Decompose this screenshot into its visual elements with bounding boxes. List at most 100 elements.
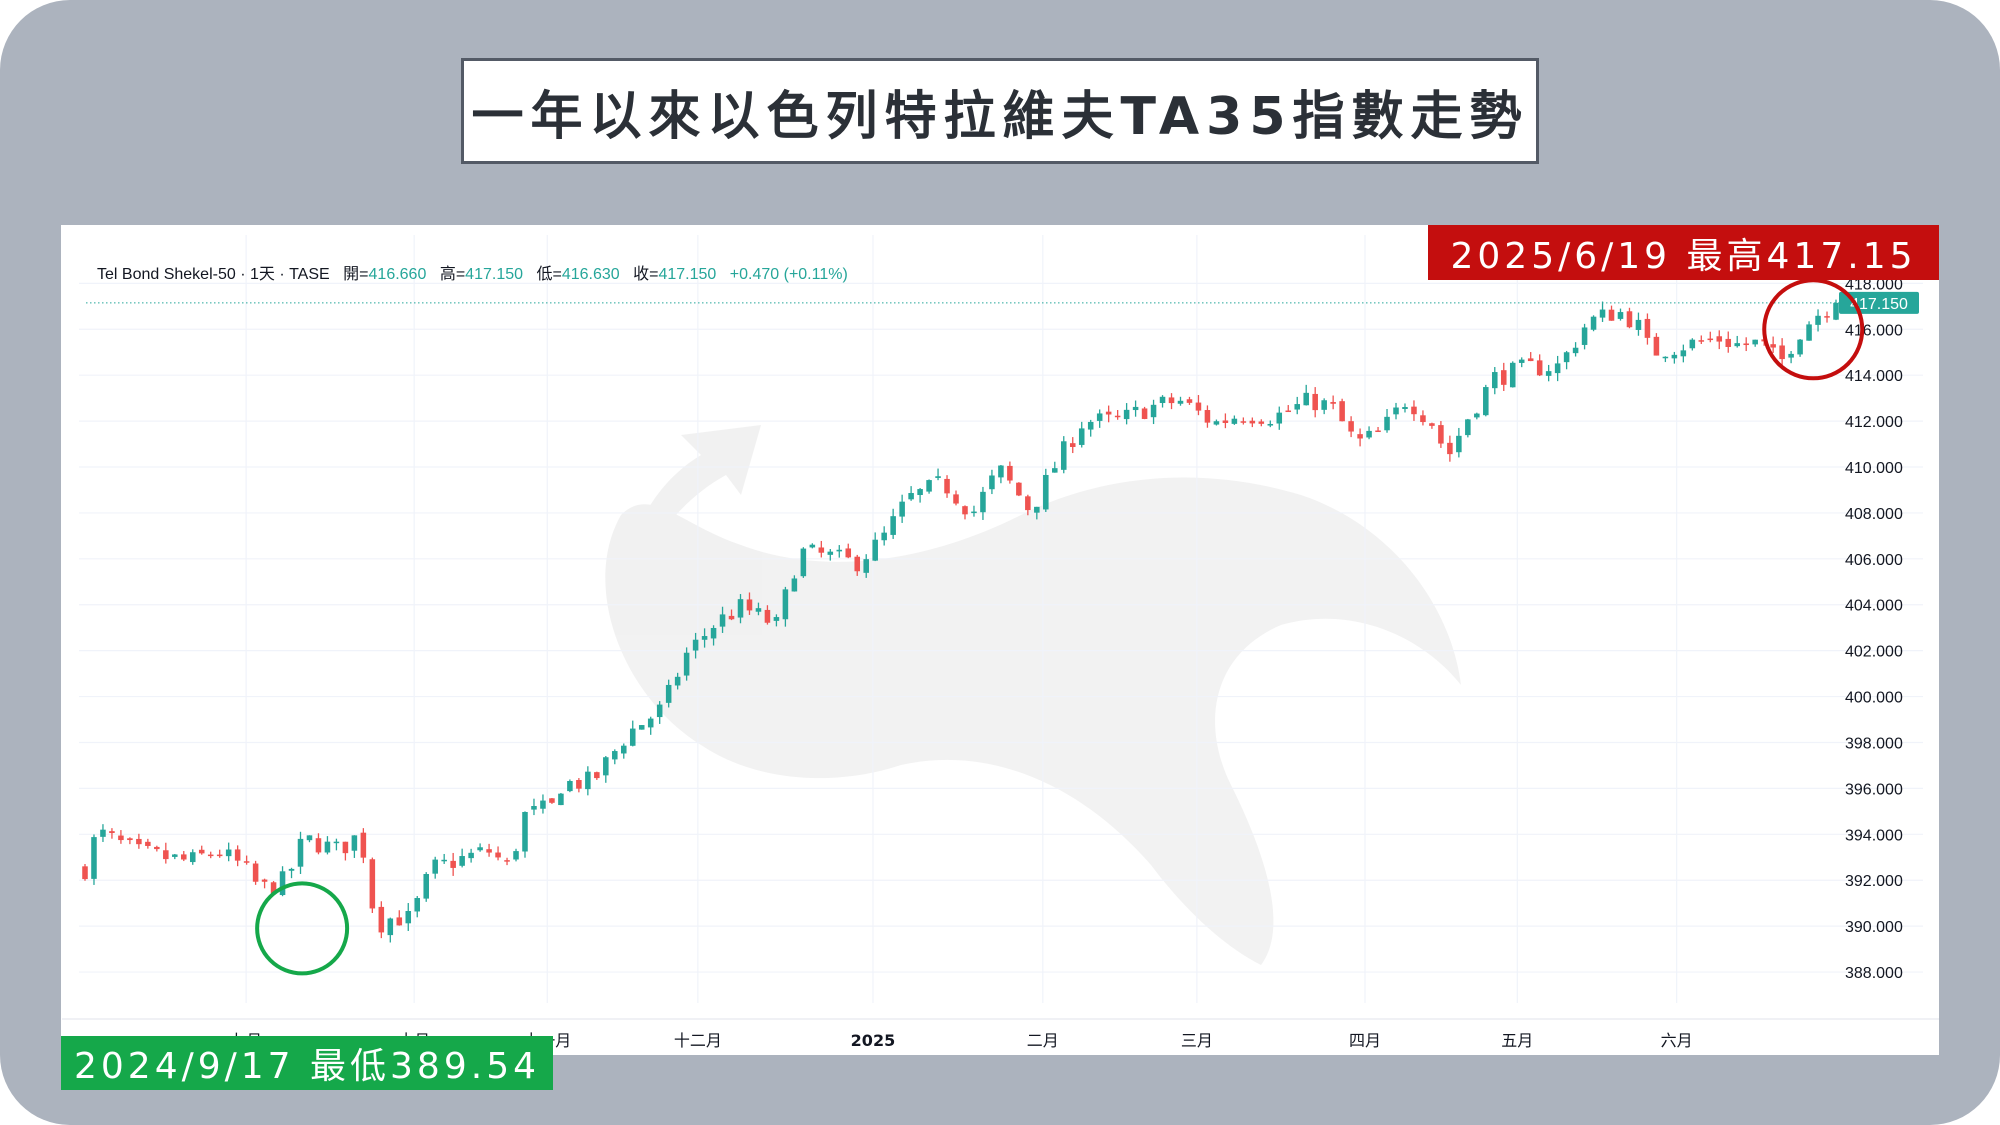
candle-body	[926, 480, 932, 492]
high-label: 高=	[439, 266, 466, 283]
y-tick-label: 410.000	[1845, 460, 1903, 477]
candle-body	[719, 614, 726, 627]
candle-body	[1375, 430, 1381, 433]
candlestick-chart[interactable]: 388.000 390.000 392.000 394.000 396.000 398.0…	[61, 225, 1939, 1055]
candle-body	[1590, 316, 1597, 330]
candle-body	[252, 863, 259, 882]
candle-body	[1321, 400, 1327, 410]
y-tick-label: 406.000	[1845, 552, 1903, 569]
candle-body	[531, 806, 537, 810]
candle-body	[450, 860, 456, 868]
title-box: 一年以來以色列特拉維夫TA35指數走勢	[461, 58, 1539, 164]
candle-body	[163, 850, 169, 860]
candle-body	[315, 838, 322, 853]
candle-body	[1500, 370, 1507, 385]
candle-body	[567, 781, 573, 792]
candle-body	[423, 874, 429, 899]
candle-body	[1411, 406, 1417, 415]
candle-body	[459, 856, 465, 866]
candle-body	[1060, 441, 1067, 470]
x-tick-label: 2025	[851, 1031, 896, 1050]
candle-body	[468, 852, 474, 859]
low-label: 低=	[536, 266, 562, 283]
candle-body	[656, 704, 663, 718]
grid	[79, 235, 1923, 1003]
candle-body	[216, 854, 223, 857]
candle-body	[1474, 413, 1480, 418]
candle-body	[1456, 435, 1462, 453]
y-tick-label: 394.000	[1845, 827, 1903, 844]
candle-body	[414, 898, 421, 912]
last-price-label: 417.150	[1850, 296, 1908, 313]
candle-body	[881, 532, 887, 541]
candle-body	[486, 849, 492, 853]
candle-body	[1366, 430, 1372, 438]
candle-body	[773, 617, 780, 621]
candle-body	[1662, 356, 1669, 359]
candle-body	[1007, 465, 1013, 481]
chart-panel[interactable]: 388.000 390.000 392.000 394.000 396.000 398.0…	[61, 225, 1939, 1055]
candle-body	[692, 639, 699, 651]
candle-body	[109, 831, 115, 833]
candle-body	[665, 684, 672, 703]
candle-body	[1429, 423, 1435, 426]
candle-body	[1689, 339, 1696, 349]
candle-body	[1509, 362, 1516, 388]
candle-body	[863, 559, 869, 573]
candle-body	[701, 636, 708, 640]
candle-body	[540, 800, 546, 809]
candle-body	[1833, 302, 1839, 320]
high-circle-marker	[1762, 278, 1865, 381]
candle-body	[998, 465, 1004, 478]
candle-body	[1653, 336, 1660, 356]
candle-body	[172, 854, 178, 857]
ohlc-header: Tel Bond Shekel-50 · 1天 · TASE 開=416.660…	[97, 260, 848, 284]
candle-body	[136, 838, 142, 845]
candle-body	[82, 866, 88, 880]
candle-body	[91, 837, 97, 879]
y-tick-label: 398.000	[1845, 735, 1903, 752]
candle-body	[360, 832, 367, 858]
candles	[82, 299, 1839, 943]
candle-body	[594, 772, 600, 779]
candle-body	[620, 745, 627, 754]
candle-body	[1545, 371, 1552, 376]
candle-body	[1303, 392, 1309, 406]
candle-body	[1052, 468, 1058, 473]
candle-body	[441, 859, 447, 862]
candle-body	[1447, 442, 1453, 455]
candle-body	[1285, 410, 1292, 413]
candle-body	[1465, 419, 1471, 436]
candle-body	[1339, 401, 1345, 422]
candle-body	[1599, 309, 1606, 318]
y-tick-label: 416.000	[1845, 322, 1903, 339]
candle-body	[495, 852, 501, 858]
candle-body	[1096, 413, 1103, 421]
candle-body	[261, 879, 268, 882]
markers: 417.150	[86, 278, 1919, 976]
candle-body	[935, 476, 941, 478]
candle-body	[1034, 506, 1040, 513]
candle-body	[1554, 363, 1561, 374]
y-tick-label: 404.000	[1845, 598, 1903, 615]
candle-body	[513, 851, 519, 860]
candle-body	[1087, 421, 1094, 430]
page-title: 一年以來以色列特拉維夫TA35指數走勢	[471, 86, 1529, 147]
candle-body	[1734, 343, 1740, 347]
candle-body	[342, 841, 349, 854]
candle-body	[118, 835, 124, 841]
candle-body	[1563, 352, 1570, 363]
candle-body	[1276, 412, 1283, 424]
candle-body	[1518, 359, 1525, 363]
y-tick-label: 388.000	[1845, 965, 1903, 982]
candle-body	[127, 838, 133, 841]
candle-body	[809, 544, 816, 548]
candle-body	[1402, 407, 1408, 409]
candle-body	[1492, 372, 1498, 389]
candle-body	[1294, 404, 1301, 410]
candle-body	[1680, 350, 1687, 357]
candle-body	[1330, 402, 1336, 404]
candle-body	[1608, 309, 1615, 321]
candle-body	[1770, 344, 1776, 348]
candle-body	[1132, 406, 1139, 411]
